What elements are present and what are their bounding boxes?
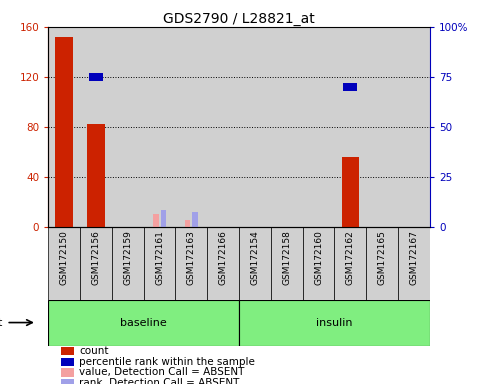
Bar <box>343 83 357 91</box>
Text: GSM172156: GSM172156 <box>91 230 100 285</box>
Text: insulin: insulin <box>316 318 353 328</box>
Bar <box>144 227 175 300</box>
Bar <box>341 157 359 227</box>
Bar <box>398 227 430 300</box>
Text: GSM172161: GSM172161 <box>155 230 164 285</box>
Bar <box>112 27 144 227</box>
Bar <box>175 227 207 300</box>
Bar <box>239 27 271 227</box>
Bar <box>57 0 71 1</box>
Bar <box>112 227 144 300</box>
Bar <box>239 300 430 346</box>
Bar <box>271 27 303 227</box>
Text: value, Detection Call = ABSENT: value, Detection Call = ABSENT <box>79 367 244 377</box>
Text: GSM172159: GSM172159 <box>123 230 132 285</box>
Bar <box>192 212 198 227</box>
Bar <box>153 214 158 227</box>
Text: rank, Detection Call = ABSENT: rank, Detection Call = ABSENT <box>79 378 240 384</box>
Bar <box>89 73 103 81</box>
Title: GDS2790 / L28821_at: GDS2790 / L28821_at <box>163 12 315 26</box>
Bar <box>61 368 74 377</box>
Bar <box>48 27 80 227</box>
Bar <box>56 37 73 227</box>
Text: GSM172160: GSM172160 <box>314 230 323 285</box>
Text: GSM172167: GSM172167 <box>410 230 418 285</box>
Bar <box>48 227 80 300</box>
Bar <box>207 27 239 227</box>
Text: GSM172154: GSM172154 <box>251 230 259 285</box>
Text: baseline: baseline <box>120 318 167 328</box>
Text: GSM172158: GSM172158 <box>282 230 291 285</box>
Bar <box>335 27 366 227</box>
Bar <box>175 27 207 227</box>
Bar <box>87 124 105 227</box>
Text: GSM172165: GSM172165 <box>378 230 387 285</box>
Bar <box>61 347 74 355</box>
Bar <box>303 227 335 300</box>
Bar <box>335 227 366 300</box>
Bar <box>207 227 239 300</box>
Text: GSM172163: GSM172163 <box>187 230 196 285</box>
Bar <box>61 358 74 366</box>
Bar <box>366 27 398 227</box>
Bar <box>144 27 175 227</box>
Bar <box>185 220 190 227</box>
Bar <box>271 227 303 300</box>
Bar <box>239 227 271 300</box>
Text: count: count <box>79 346 109 356</box>
Bar <box>80 27 112 227</box>
Text: percentile rank within the sample: percentile rank within the sample <box>79 357 255 367</box>
Text: agent: agent <box>0 318 2 328</box>
Text: GSM172162: GSM172162 <box>346 230 355 285</box>
Bar <box>48 300 239 346</box>
Bar <box>366 227 398 300</box>
Bar <box>61 379 74 384</box>
Text: GSM172150: GSM172150 <box>60 230 69 285</box>
Bar <box>80 227 112 300</box>
Bar <box>398 27 430 227</box>
Text: GSM172166: GSM172166 <box>219 230 227 285</box>
Bar <box>303 27 335 227</box>
Bar <box>160 210 166 227</box>
